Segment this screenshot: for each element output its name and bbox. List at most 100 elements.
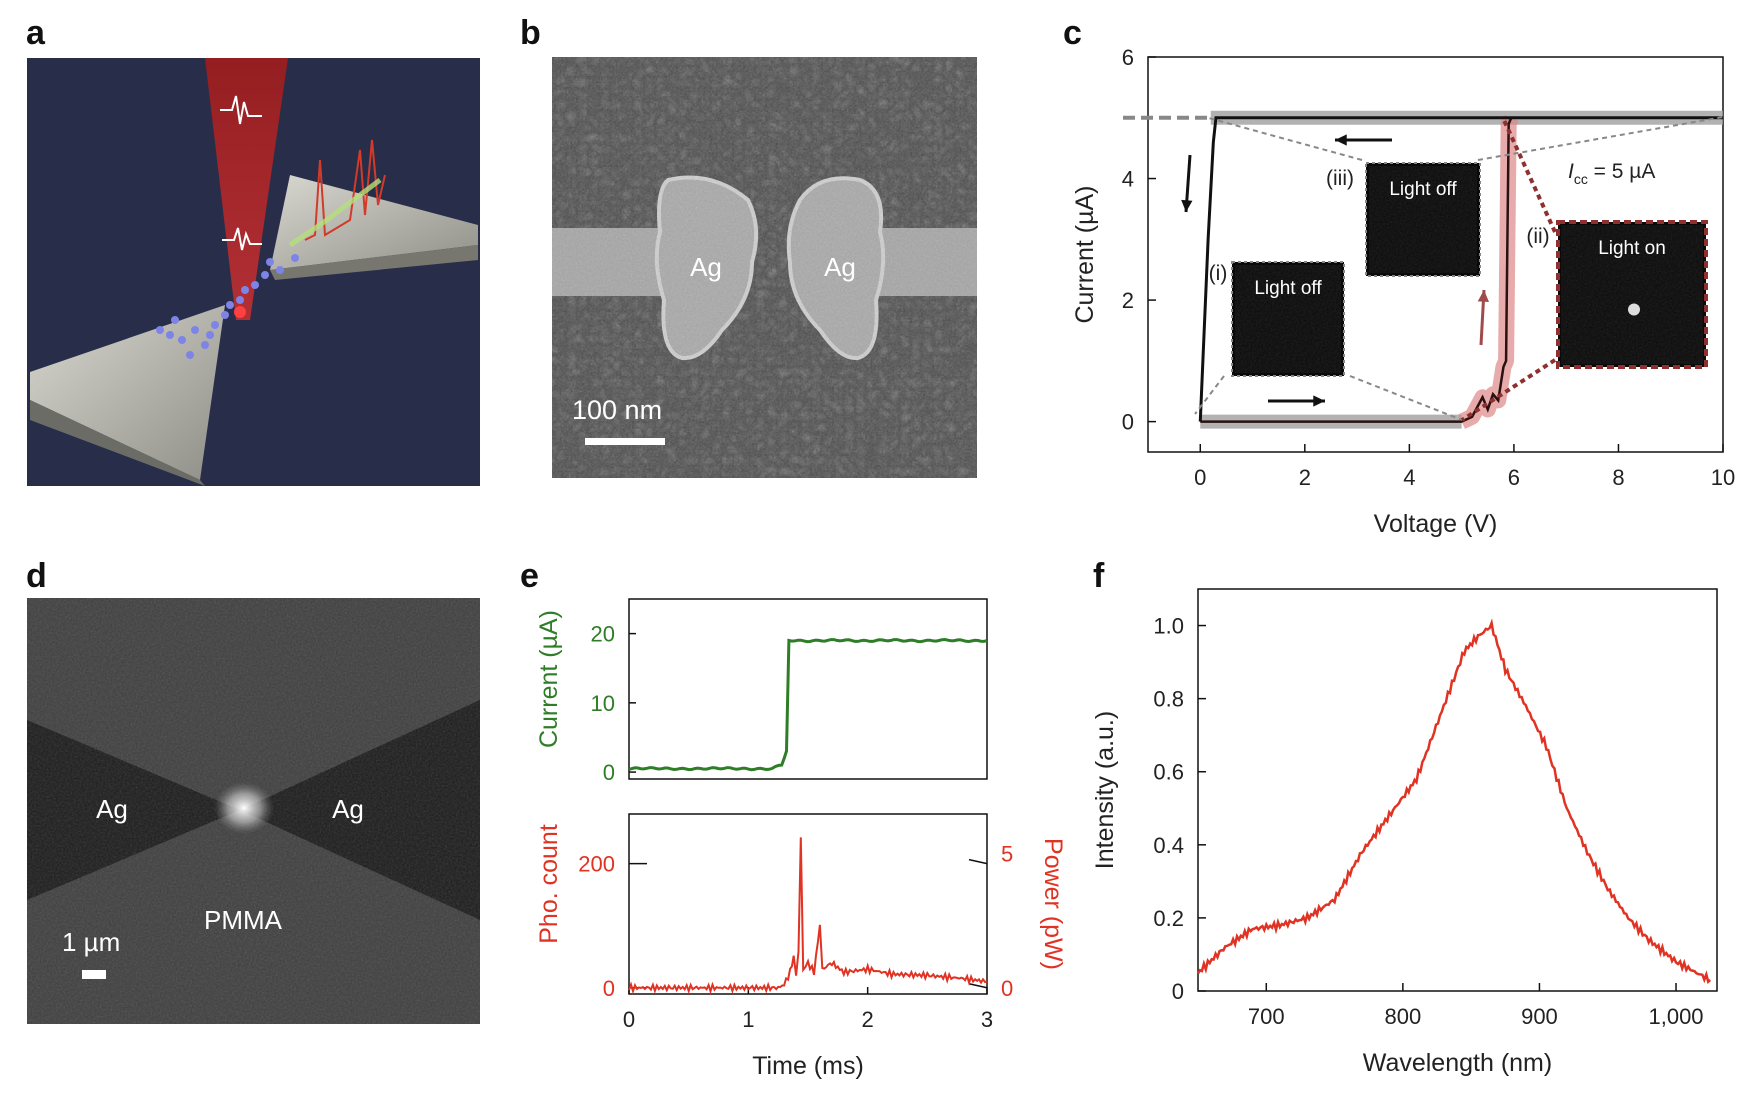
x-axis-label: Time (ms) (752, 1052, 864, 1080)
chart-c: 0 2 4 6 8 10 0 2 4 6 Voltage (V) Current (µA) (i) (ii… (1071, 45, 1735, 538)
panel-label-b: b (520, 14, 541, 52)
sem-image-d (27, 598, 480, 1024)
series-intensity (1196, 618, 1712, 984)
y-tick-label: 200 (578, 852, 615, 877)
x-tick-label: 900 (1521, 1004, 1558, 1029)
plot-frame-c (1147, 56, 1724, 453)
scalebar-label-b: 100 nm (572, 395, 662, 425)
scalebar-d (82, 970, 106, 979)
inset-ii-noise (1561, 225, 1703, 364)
panel-f: f 700 800 900 1,000 0 0.2 0.4 0.6 0.8 1.0 Waveleng… (1091, 557, 1718, 1077)
plot-frame-e-top (628, 598, 988, 780)
inset-connector (1501, 117, 1557, 233)
ag-label-left: Ag (690, 252, 722, 282)
panel-label-d: d (26, 557, 47, 595)
y-tick-label: 0 (603, 976, 615, 1001)
inset-iii-label: Light off (1389, 179, 1457, 200)
chart-f: 700 800 900 1,000 0 0.2 0.4 0.6 0.8 1.0 Wavelength… (1091, 588, 1718, 1077)
x-axis-label: Voltage (V) (1374, 510, 1498, 538)
series-forward-sweep (1200, 116, 1723, 423)
inset-connector (1204, 116, 1363, 161)
panel-label-f: f (1093, 557, 1105, 595)
y-tick-label: 0 (603, 760, 615, 785)
direction-arrow-icon-head (1477, 290, 1490, 302)
inset-ii-label: Light on (1598, 238, 1666, 259)
panel-b: b Ag Ag 100 nm (520, 14, 977, 478)
y-tick-label: 1.0 (1153, 614, 1184, 639)
y-tick-label: 0.4 (1153, 833, 1184, 858)
x-tick-label: 2 (1299, 465, 1311, 490)
scalebar-b (585, 438, 665, 445)
point-label-iii: (iii) (1326, 167, 1354, 190)
panel-a: a (26, 14, 480, 486)
direction-arrow-icon-head (1335, 134, 1347, 146)
x-tick-label: 10 (1711, 465, 1735, 490)
panel-c: c 0 2 4 6 8 10 0 2 4 6 Voltage (V) Current (µA) (i) (… (1063, 14, 1735, 538)
y-right-tick-mark (968, 983, 988, 989)
y-axis-label: Pho. count (535, 824, 563, 944)
x-axis-label: Wavelength (nm) (1363, 1049, 1552, 1077)
y-tick-label: 20 (591, 622, 615, 647)
sem-image-b (552, 57, 977, 478)
plot-frame-f (1197, 588, 1718, 992)
panel-label-a: a (26, 14, 46, 52)
plot-frame-e-bottom (628, 813, 988, 995)
inset-connector (1460, 358, 1557, 422)
inset-i-noise (1235, 265, 1341, 373)
x-tick-label: 3 (981, 1007, 993, 1032)
direction-arrow-icon-head (1181, 199, 1193, 212)
y-tick-label: 10 (591, 691, 615, 716)
y-tick-label: 4 (1122, 167, 1134, 192)
emission-spot-icon (1628, 303, 1640, 316)
direction-arrow-icon-head (1313, 395, 1325, 407)
y-tick-label: 2 (1122, 288, 1134, 313)
x-tick-label: 8 (1612, 465, 1624, 490)
inset-i-label: Light off (1254, 278, 1322, 299)
y-axis-label: Intensity (a.u.) (1091, 711, 1119, 869)
x-tick-label: 0 (1194, 465, 1206, 490)
x-tick-label: 0 (623, 1007, 635, 1032)
series-current (628, 637, 988, 772)
series-reset-sweep (1198, 116, 1723, 422)
panel-label-c: c (1063, 14, 1082, 52)
point-label-ii: (ii) (1526, 225, 1549, 248)
y-tick-label: 6 (1122, 45, 1134, 70)
compliance-annotation: Icc = 5 µA (1568, 160, 1655, 187)
y-tick-label: 0.2 (1153, 906, 1184, 931)
y-right-tick-mark (968, 858, 988, 865)
ag-label-left-d: Ag (96, 794, 128, 824)
bowtie-antenna-illustration (27, 58, 480, 486)
scalebar-label-d: 1 µm (62, 927, 120, 957)
ag-label-right-d: Ag (332, 794, 364, 824)
chart-e-top: 0 10 20 Current (µA) (535, 598, 988, 785)
inset-iii-noise (1369, 166, 1477, 273)
y-tick-label: 0.8 (1153, 687, 1184, 712)
panel-d: d Ag Ag PMMA 1 µm (26, 557, 480, 1024)
point-label-i: (i) (1209, 262, 1228, 285)
x-tick-label: 2 (862, 1007, 874, 1032)
inset-connector (1349, 375, 1463, 421)
y-right-tick-label: 5 (1001, 842, 1013, 867)
y-axis-label: Current (µA) (1071, 185, 1099, 323)
x-tick-label: 1,000 (1648, 1004, 1703, 1029)
y-right-tick-label: 0 (1001, 976, 1013, 1001)
inset-connector (1194, 375, 1225, 415)
x-tick-label: 1 (742, 1007, 754, 1032)
inset-connector (1477, 116, 1724, 161)
x-tick-label: 4 (1403, 465, 1415, 490)
ag-label-right: Ag (824, 252, 856, 282)
x-tick-label: 700 (1248, 1004, 1285, 1029)
y-tick-label: 0 (1172, 979, 1184, 1004)
x-tick-label: 800 (1385, 1004, 1422, 1029)
series-photon-count (628, 837, 988, 995)
x-tick-label: 6 (1508, 465, 1520, 490)
y-tick-label: 0.6 (1153, 760, 1184, 785)
y-axis-label: Current (µA) (535, 610, 563, 748)
pmma-label: PMMA (204, 905, 283, 935)
panel-label-e: e (520, 557, 539, 595)
y-tick-label: 0 (1122, 410, 1134, 435)
y-axis-label-right: Power (pW) (1039, 838, 1067, 970)
